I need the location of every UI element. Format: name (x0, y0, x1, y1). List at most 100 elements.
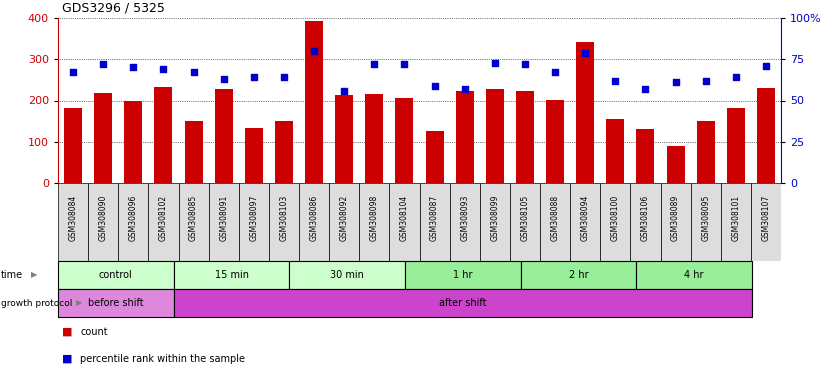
Text: GSM308084: GSM308084 (69, 195, 77, 241)
Bar (299, 183, 329, 261)
Bar (636, 129, 654, 183)
Text: GSM308107: GSM308107 (761, 195, 770, 241)
Point (277, 74, 291, 81)
Text: GSM308106: GSM308106 (641, 195, 650, 241)
Bar (757, 88, 775, 183)
Text: GSM308099: GSM308099 (490, 195, 499, 241)
Text: GSM308102: GSM308102 (159, 195, 168, 241)
Text: GSM308101: GSM308101 (732, 195, 741, 241)
Point (398, 61, 411, 67)
Bar (214, 89, 232, 183)
Bar (268, 183, 299, 261)
Point (608, 78, 621, 84)
Text: GSM308095: GSM308095 (701, 195, 710, 241)
Bar (546, 100, 564, 183)
Text: GSM308087: GSM308087 (430, 195, 439, 241)
Point (729, 74, 742, 81)
Point (217, 76, 230, 82)
Bar (667, 146, 685, 183)
Point (97, 61, 110, 67)
Text: GSM308098: GSM308098 (369, 195, 378, 241)
Bar (329, 183, 360, 261)
Text: control: control (99, 270, 133, 280)
Bar (751, 183, 781, 261)
Text: time: time (1, 270, 23, 280)
Bar (697, 121, 715, 183)
Text: GDS3296 / 5325: GDS3296 / 5325 (62, 1, 165, 14)
Bar (360, 183, 389, 261)
Bar (239, 183, 268, 261)
Bar (600, 183, 631, 261)
Bar (88, 183, 118, 261)
Bar (450, 183, 479, 261)
Text: GSM308089: GSM308089 (671, 195, 680, 241)
Bar (570, 183, 600, 261)
Bar (510, 183, 540, 261)
Bar (124, 101, 142, 183)
Point (187, 70, 200, 76)
Bar (516, 91, 534, 183)
Bar (606, 119, 624, 183)
Text: ▶: ▶ (76, 298, 82, 308)
Point (308, 48, 321, 54)
Point (458, 86, 471, 92)
Bar (396, 98, 414, 183)
Text: 30 min: 30 min (330, 270, 365, 280)
Point (337, 88, 351, 94)
Point (157, 66, 170, 72)
Point (579, 50, 592, 56)
Bar (661, 183, 690, 261)
Bar (631, 183, 661, 261)
Text: GSM308094: GSM308094 (580, 195, 589, 241)
Point (428, 83, 441, 89)
Bar (389, 183, 420, 261)
Text: GSM308105: GSM308105 (521, 195, 530, 241)
Text: after shift: after shift (439, 298, 487, 308)
Text: growth protocol: growth protocol (1, 298, 72, 308)
Bar (690, 183, 721, 261)
Bar (58, 183, 88, 261)
Bar (185, 121, 203, 183)
Point (669, 79, 682, 85)
Text: GSM308096: GSM308096 (129, 195, 138, 241)
Text: GSM308088: GSM308088 (551, 195, 560, 241)
Bar (305, 21, 323, 183)
Point (699, 78, 713, 84)
Bar (154, 87, 172, 183)
Point (639, 86, 652, 92)
Text: 15 min: 15 min (214, 270, 249, 280)
Text: 1 hr: 1 hr (453, 270, 473, 280)
Text: GSM308091: GSM308091 (219, 195, 228, 241)
Text: GSM308103: GSM308103 (279, 195, 288, 241)
Bar (335, 95, 353, 183)
Bar (420, 183, 450, 261)
Point (548, 70, 562, 76)
Text: 4 hr: 4 hr (685, 270, 704, 280)
Bar (118, 183, 149, 261)
Bar (275, 121, 293, 183)
Point (67, 70, 80, 76)
Bar (178, 183, 209, 261)
Text: GSM308086: GSM308086 (310, 195, 319, 241)
Point (247, 74, 260, 81)
Text: ▶: ▶ (31, 270, 38, 280)
Text: 2 hr: 2 hr (569, 270, 589, 280)
Bar (456, 91, 474, 183)
Text: ■: ■ (62, 354, 72, 364)
Text: ■: ■ (62, 327, 72, 337)
Text: GSM308085: GSM308085 (189, 195, 198, 241)
Text: GSM308100: GSM308100 (611, 195, 620, 241)
Text: GSM308092: GSM308092 (340, 195, 349, 241)
Bar (209, 183, 239, 261)
Point (518, 61, 531, 67)
Point (368, 61, 381, 67)
Text: GSM308093: GSM308093 (461, 195, 469, 241)
Text: percentile rank within the sample: percentile rank within the sample (80, 354, 245, 364)
Text: GSM308104: GSM308104 (400, 195, 409, 241)
Bar (365, 94, 383, 183)
Bar (540, 183, 570, 261)
Bar (721, 183, 751, 261)
Bar (486, 89, 504, 183)
Bar (245, 128, 263, 183)
Bar (64, 108, 82, 183)
